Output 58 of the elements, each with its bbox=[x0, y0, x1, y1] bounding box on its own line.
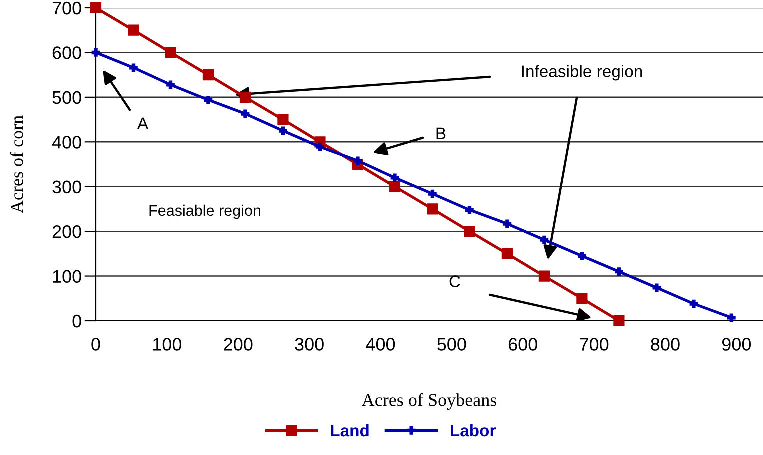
annotation: Feasiable region bbox=[150, 204, 260, 220]
point bbox=[502, 248, 514, 260]
y-tick-label: 300 bbox=[52, 180, 82, 194]
point bbox=[389, 181, 401, 192]
legend-label: Land bbox=[331, 424, 369, 437]
x-tick-label: 400 bbox=[366, 338, 396, 351]
annotation: Infeasible region bbox=[522, 65, 642, 81]
point bbox=[240, 92, 252, 103]
point bbox=[576, 293, 588, 304]
point bbox=[615, 268, 624, 276]
point bbox=[652, 284, 662, 292]
legend-label: Labor bbox=[451, 424, 496, 437]
annotation: B bbox=[436, 128, 446, 140]
y-tick-label: 500 bbox=[52, 91, 82, 104]
annotation: C bbox=[450, 276, 460, 288]
x-tick-label: 200 bbox=[224, 338, 253, 351]
point bbox=[614, 315, 625, 327]
x-tick-label: 800 bbox=[651, 338, 680, 351]
y-tick-label: 400 bbox=[52, 136, 82, 149]
x-tick-label: 900 bbox=[722, 338, 752, 351]
point bbox=[279, 126, 288, 136]
point bbox=[166, 80, 175, 90]
point bbox=[92, 48, 100, 57]
point bbox=[204, 96, 213, 104]
point bbox=[690, 300, 698, 308]
point bbox=[728, 314, 736, 322]
point bbox=[128, 24, 140, 36]
point bbox=[354, 156, 362, 166]
y-tick-label: 600 bbox=[52, 46, 82, 60]
x-tick-label: 300 bbox=[295, 338, 324, 351]
x-tick-label: 0 bbox=[92, 338, 100, 351]
point bbox=[278, 114, 289, 126]
point bbox=[503, 220, 512, 228]
point bbox=[540, 236, 549, 244]
point bbox=[578, 252, 586, 260]
point bbox=[464, 226, 476, 238]
point bbox=[90, 2, 102, 14]
point bbox=[165, 47, 176, 58]
y-tick-label: 0 bbox=[72, 314, 82, 328]
point bbox=[390, 174, 400, 182]
y-tick-label: 200 bbox=[52, 226, 82, 238]
point bbox=[428, 190, 437, 198]
y-tick-label: 100 bbox=[53, 270, 82, 284]
point bbox=[427, 204, 438, 215]
annotation: A bbox=[137, 118, 149, 130]
y-axis-title: Acres of corn bbox=[10, 116, 24, 214]
x-axis-title: Acres of Soybeans bbox=[362, 393, 497, 410]
point bbox=[538, 270, 550, 282]
y-tick-label: 700 bbox=[52, 2, 82, 15]
x-tick-label: 600 bbox=[508, 338, 538, 351]
x-tick-label: 500 bbox=[438, 338, 466, 351]
point bbox=[316, 142, 324, 152]
point bbox=[241, 110, 250, 118]
point bbox=[466, 206, 474, 214]
point bbox=[130, 64, 138, 72]
x-tick-label: 100 bbox=[154, 338, 182, 351]
point bbox=[202, 70, 214, 81]
x-tick-label: 700 bbox=[580, 338, 609, 351]
